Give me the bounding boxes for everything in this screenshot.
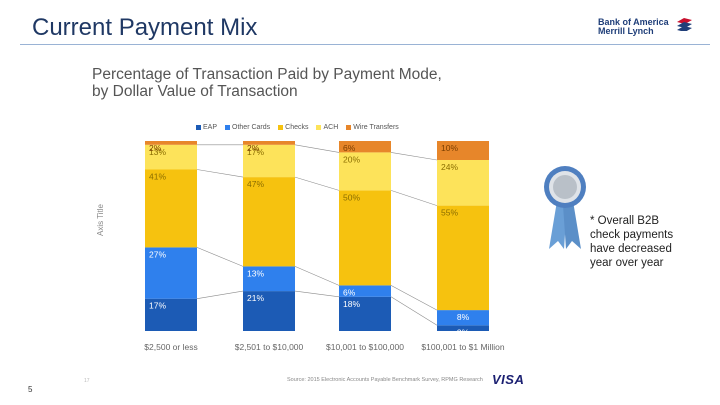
data-label: 13% [247,268,264,278]
bar-segment-wire-transfers [339,141,391,153]
data-label: 20% [343,154,360,164]
data-label: 3% [457,327,470,337]
bar-segment-wire-transfers [243,141,295,145]
data-label: 2% [149,143,162,153]
bar-segment-eap [437,325,489,331]
bar-segment-eap [243,291,295,331]
data-label: 47% [247,179,264,189]
data-label: 8% [457,312,470,322]
series-line [294,176,340,191]
data-label: 18% [343,299,360,309]
page-number: 5 [28,385,33,394]
x-tick-label: $2,500 or less [144,342,197,352]
series-line [390,152,438,161]
x-tick-label: $10,001 to $100,000 [326,342,404,352]
series-line [390,190,438,206]
legend-label: Checks [285,124,309,131]
slide-title: Current Payment Mix [32,14,258,41]
bar-segment-wire-transfers [145,141,197,145]
data-label: 2% [247,143,260,153]
legend-swatch [346,125,352,130]
bar-segment-checks [339,190,391,286]
note-text: * Overall B2B check payments have decrea… [590,215,674,269]
data-label: 17% [149,301,166,311]
flag-icon [677,18,692,31]
legend-item-other-cards: Other Cards [225,124,270,131]
data-label: 24% [441,162,458,172]
legend-item-ach: ACH [316,124,338,131]
legend-swatch [225,125,231,130]
brand-line-2: Merrill Lynch [598,26,654,36]
legend-item-wire-transfers: Wire Transfers [346,124,399,131]
chart-title: Percentage of Transaction Paid by Paymen… [92,66,442,100]
data-label: 21% [247,293,264,303]
series-line [294,290,340,298]
visa-logo: VISA [492,372,525,387]
chart-legend: EAP Other Cards Checks ACH Wire Transfer… [196,124,399,131]
data-label: 6% [343,143,356,153]
bar-segment-ach [243,144,295,178]
bar-segment-checks [243,177,295,267]
series-line [294,144,340,153]
data-label: 13% [149,147,166,157]
bar-segment-other-cards [339,285,391,297]
data-label: 41% [149,172,166,182]
series-line [294,266,340,286]
bar-segment-eap [339,296,391,331]
legend-label: Other Cards [232,124,271,131]
series-line [196,169,244,178]
data-label: 55% [441,208,458,218]
bar-segment-ach [437,160,489,206]
data-label: 50% [343,192,360,202]
legend-label: ACH [323,124,339,131]
legend-item-checks: Checks [278,124,308,131]
bar-segment-eap [145,298,197,331]
bar-segment-other-cards [243,266,295,292]
bar-segment-ach [145,144,197,170]
title-divider [20,44,710,45]
bar-segment-ach [339,152,391,191]
footnote-number: 17 [84,378,90,384]
bar-segment-wire-transfers [437,141,489,160]
bar-segment-other-cards [145,247,197,299]
source-note: Source: 2015 Electronic Accounts Payable… [287,377,483,383]
bar-segment-checks [145,169,197,248]
bar-segment-other-cards [437,310,489,326]
data-label: 17% [247,147,264,157]
brand-line-1: Bank of America [598,17,669,27]
legend-label: EAP [203,124,218,131]
legend-swatch [316,125,322,130]
legend-swatch [196,125,201,130]
series-line [196,247,244,267]
legend-item-eap: EAP [196,124,217,131]
bar-segment-checks [437,205,489,311]
series-line [196,290,244,299]
bank-logo: Bank of America Merrill Lynch [598,18,669,36]
series-line [390,285,438,311]
legend-swatch [278,125,284,130]
data-label: 10% [441,143,458,153]
series-line [390,296,438,326]
legend-label: Wire Transfers [353,124,399,131]
data-label: 6% [343,287,356,297]
award-ribbon-icon [544,166,586,249]
x-tick-label: $100,001 to $1 Million [421,342,504,352]
x-tick-label: $2,501 to $10,000 [235,342,304,352]
data-label: 27% [149,249,166,259]
